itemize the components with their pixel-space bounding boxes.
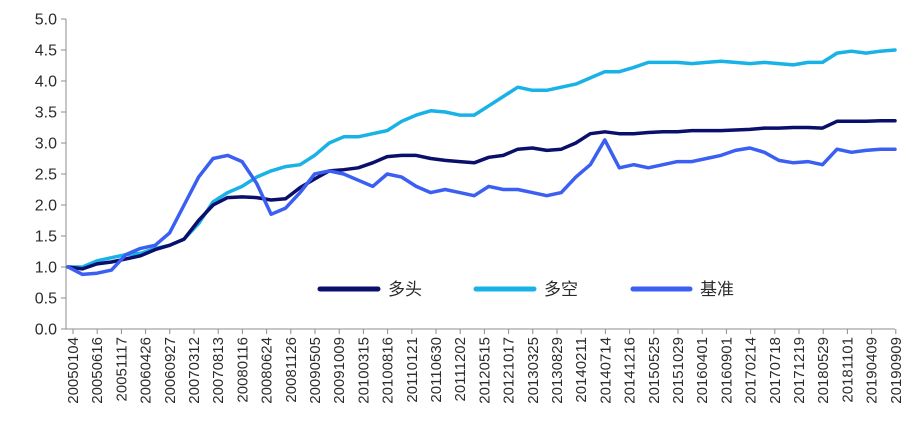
y-tick-label: 1.5: [35, 229, 57, 246]
x-tick-label: 20141216: [622, 337, 639, 404]
x-tick-label: 20110630: [428, 337, 445, 403]
x-tick-label: 20080116: [234, 337, 251, 403]
x-tick-label: 20121017: [501, 337, 518, 404]
y-tick-label: 3.5: [35, 105, 57, 122]
y-tick-label: 2.0: [35, 198, 57, 215]
x-tick-label: 20070312: [186, 337, 203, 404]
y-tick-label: 0.0: [35, 322, 57, 339]
x-tick-label: 20171219: [791, 337, 808, 404]
x-tick-label: 20050616: [89, 337, 106, 404]
x-tick-label: 20190909: [888, 337, 905, 404]
x-tick-label: 20170718: [767, 337, 784, 404]
x-tick-label: 20120515: [476, 337, 493, 404]
x-tick-label: 20060927: [162, 337, 179, 404]
x-tick-label: 20081126: [283, 337, 300, 403]
y-tick-label: 1.0: [35, 260, 57, 277]
x-tick-label: 20111202: [452, 337, 469, 402]
x-axis: 20050104 20050616 20051117 20060426 20060927…: [65, 328, 905, 404]
x-tick-label: 20130325: [525, 337, 542, 404]
series-line: [66, 138, 897, 277]
y-tick-label: 2.5: [35, 167, 57, 184]
x-tick-label: 20090505: [307, 337, 324, 404]
x-tick-label: 20160901: [718, 337, 735, 404]
x-tick-label: 20100816: [380, 337, 397, 404]
legend-label: 多头: [388, 280, 422, 300]
y-tick-label: 5.0: [35, 12, 57, 29]
series-line: [66, 118, 897, 271]
x-tick-label: 20080624: [259, 337, 276, 404]
x-tick-label: 20181101: [839, 337, 856, 403]
legend-label: 多空: [544, 280, 578, 300]
x-tick-label: 20050104: [65, 337, 82, 404]
x-tick-label: 20160401: [694, 337, 711, 404]
x-tick-label: 20150525: [646, 337, 663, 404]
x-tick-label: 20130829: [549, 337, 566, 404]
x-tick-label: 20070813: [210, 337, 227, 404]
y-tick-label: 4.5: [35, 43, 57, 60]
legend: 多头 多空 基准: [317, 280, 734, 300]
series-layer: [66, 48, 897, 277]
x-tick-label: 20091009: [331, 337, 348, 404]
x-tick-label: 20190409: [864, 337, 881, 404]
y-tick-label: 4.0: [35, 74, 57, 91]
x-tick-label: 20060426: [138, 337, 155, 404]
x-tick-label: 20110121: [404, 337, 421, 403]
x-tick-label: 20140714: [597, 337, 614, 404]
x-tick-label: 20100315: [355, 337, 372, 404]
y-tick-label: 3.0: [35, 136, 57, 153]
legend-label: 基准: [700, 280, 734, 300]
x-tick-label: 20180529: [815, 337, 832, 404]
x-tick-label: 20151029: [670, 337, 687, 404]
x-tick-label: 20140211: [573, 337, 590, 403]
x-tick-label: 20051117: [113, 337, 130, 402]
y-axis: 0.0 0.5 1.0 1.5 2.0 2.5 3.0 3.5 4.0 4.5 5.0: [35, 12, 67, 339]
x-tick-label: 20170214: [743, 337, 760, 404]
y-tick-label: 0.5: [35, 291, 57, 308]
